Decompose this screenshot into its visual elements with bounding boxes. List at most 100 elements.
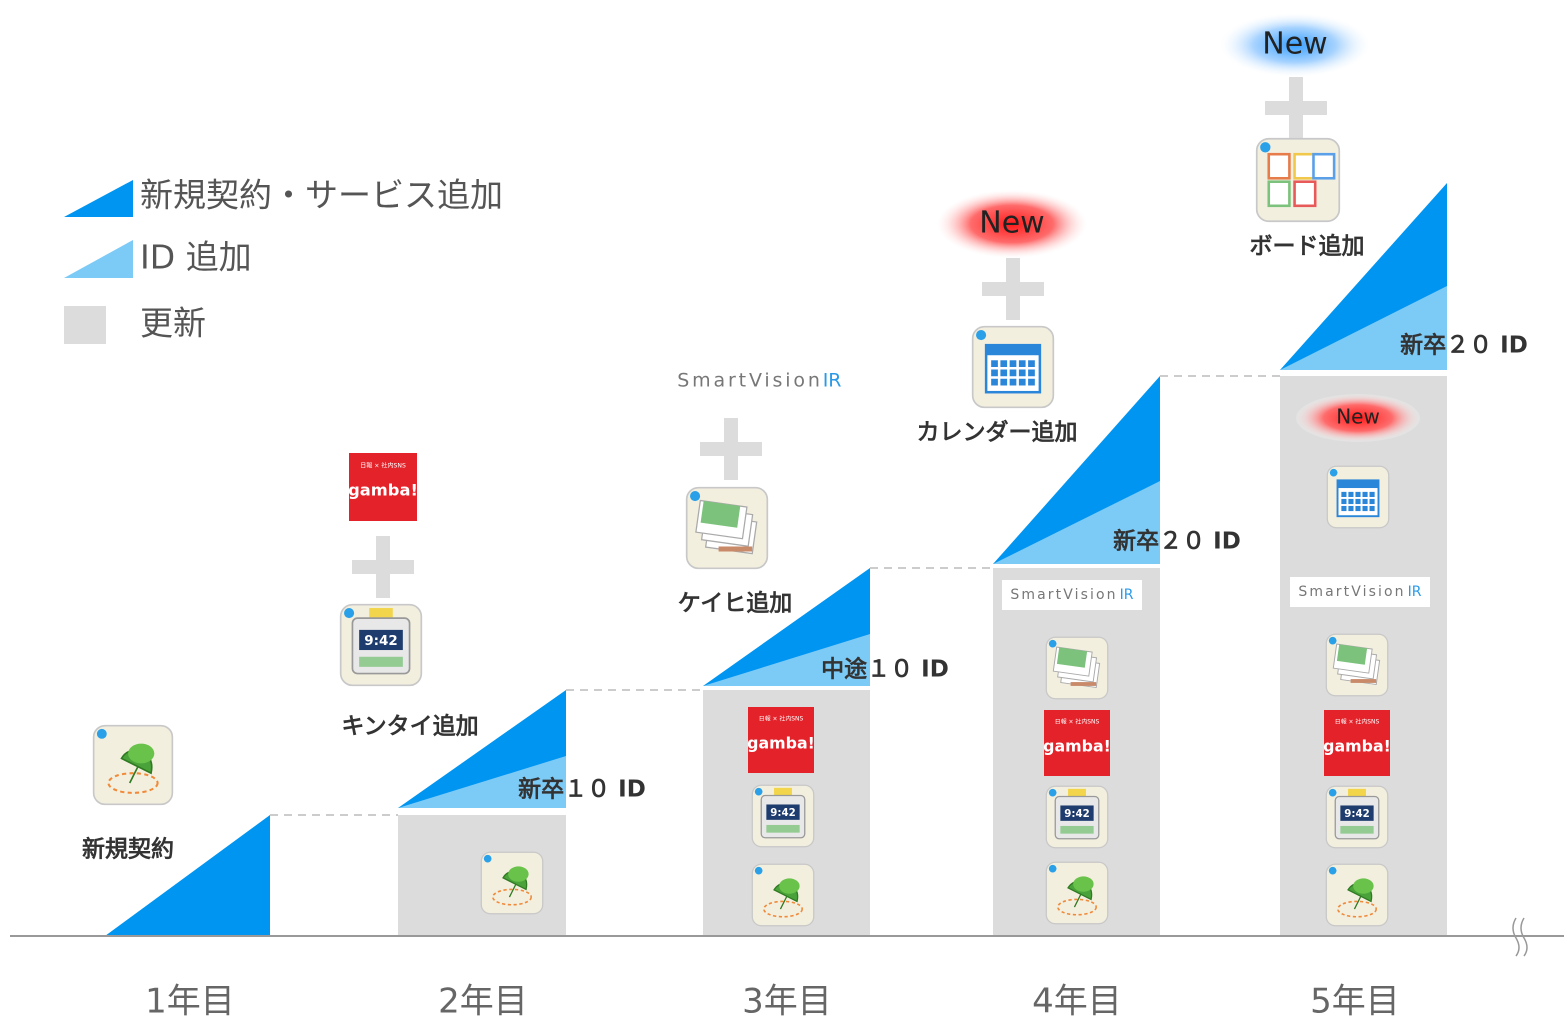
logo-box: [1290, 577, 1430, 607]
icon-pin: [1045, 861, 1109, 925]
legend-swatch: [64, 180, 133, 217]
cal-day: [1362, 498, 1368, 505]
gamba-tag: 日報 × 社内SNS: [1335, 717, 1380, 725]
logo-text: SmartVision: [1298, 584, 1405, 600]
gamba-name: gamba!: [348, 481, 418, 500]
board-card: [1312, 152, 1336, 180]
bars: [359, 656, 403, 667]
sheet-strip: [718, 546, 753, 552]
cal-day: [1018, 369, 1026, 377]
icon-board: [1255, 137, 1341, 223]
cal-day: [1018, 360, 1026, 367]
step-label: 新卒１０ ID: [518, 776, 646, 803]
clock: 9:42: [1344, 808, 1369, 820]
icon-gamba: 日報 × 社内SNS gamba!: [1043, 710, 1111, 776]
gamba-bg: [1044, 710, 1110, 776]
new-badge-text: New: [979, 206, 1044, 241]
icon-dot: [344, 608, 355, 619]
icon-dot: [1048, 864, 1057, 873]
gamba-name: gamba!: [1323, 736, 1391, 755]
cal-day: [1009, 378, 1017, 386]
cal-day: [1341, 505, 1347, 512]
smartvision-logo: SmartVision IR: [1002, 580, 1142, 610]
tag: [369, 608, 393, 620]
icon-dot: [754, 787, 763, 796]
cal-day: [1009, 369, 1017, 377]
icon-keihi: [685, 486, 769, 570]
icon-dot: [690, 491, 701, 502]
pin-shadow: [107, 772, 159, 794]
board-card: [1267, 180, 1291, 208]
board-card: [1293, 152, 1317, 180]
cal-day: [1000, 360, 1008, 367]
sheet-table: [1056, 647, 1088, 668]
cal-day: [991, 378, 998, 386]
icon-pin: [480, 851, 544, 915]
plus: [724, 418, 738, 480]
logo-suffix: IR: [823, 370, 842, 392]
legend-swatch: [64, 306, 106, 344]
logo-suffix: IR: [1120, 587, 1134, 603]
gamba-tag: 日報 × 社内SNS: [360, 461, 406, 469]
pin-head: [128, 743, 155, 764]
legend-label: 新規契約・サービス追加: [140, 176, 503, 215]
id-wedge: [398, 756, 566, 808]
icon-dot: [754, 866, 763, 875]
step-label: 新規契約: [82, 836, 174, 863]
cal-day: [1028, 369, 1035, 377]
icon-pin: [92, 724, 174, 806]
gamba-bg: [1324, 710, 1390, 776]
plus: [376, 536, 390, 598]
sheet-table: [700, 500, 741, 528]
icon-dot: [1328, 788, 1337, 797]
smartvision-logo: SmartVision IR: [1290, 577, 1430, 607]
step-label: ケイヒ追加: [678, 590, 793, 617]
icon-dot: [96, 728, 107, 739]
step-label: ボード追加: [1250, 233, 1365, 260]
logo-text: SmartVision: [677, 370, 823, 392]
plus: [1289, 77, 1303, 139]
icon-keihi: [1325, 633, 1389, 697]
cal-day: [1028, 378, 1035, 386]
icon-keihi: [1045, 636, 1109, 700]
pin-shadow: [491, 888, 533, 906]
cal-head: [1337, 480, 1379, 489]
cal-day: [1000, 369, 1008, 377]
icon-dot: [1048, 788, 1057, 797]
pin-shadow: [762, 900, 804, 918]
bars: [1060, 825, 1094, 834]
bars: [1340, 825, 1374, 834]
icon-dot: [1260, 142, 1271, 153]
year-label: 2年目: [438, 982, 528, 1021]
icon-dot: [1328, 636, 1337, 645]
plus: [1006, 258, 1020, 320]
gamba-name: gamba!: [1043, 736, 1111, 755]
items: 1年目 2年目 3年目 4年目 5年目 新規契約 日報 × 社内SNS gamba! 9:42 キ…: [82, 13, 1528, 1021]
screen: [766, 804, 800, 820]
icon-kintai: 9:42: [1045, 785, 1109, 849]
icon-calendar: [971, 325, 1055, 409]
pin-head: [1353, 878, 1374, 894]
cal-day: [1000, 378, 1008, 386]
cal-day: [1348, 498, 1354, 505]
icon-gamba: 日報 × 社内SNS gamba!: [747, 707, 815, 773]
sheet-strip: [1350, 679, 1377, 683]
icon-dot: [1048, 639, 1057, 648]
cal-day: [1355, 505, 1361, 512]
icon-gamba: 日報 × 社内SNS gamba!: [1323, 710, 1391, 776]
cal-day: [1018, 378, 1026, 386]
pin-shadow: [1056, 898, 1098, 916]
id-wedge: [703, 634, 870, 686]
tag: [1068, 788, 1086, 798]
gamba-name: gamba!: [747, 733, 815, 752]
legend-label: ID 追加: [140, 238, 252, 277]
cal-day: [1009, 360, 1017, 367]
icon-kintai: 9:42: [1325, 785, 1389, 849]
clock: 9:42: [364, 634, 397, 649]
cal-head: [986, 345, 1040, 356]
cal-day: [1348, 505, 1354, 512]
icon-pin: [751, 863, 815, 927]
new-badge: [937, 190, 1087, 258]
new-badge: [1220, 13, 1370, 77]
